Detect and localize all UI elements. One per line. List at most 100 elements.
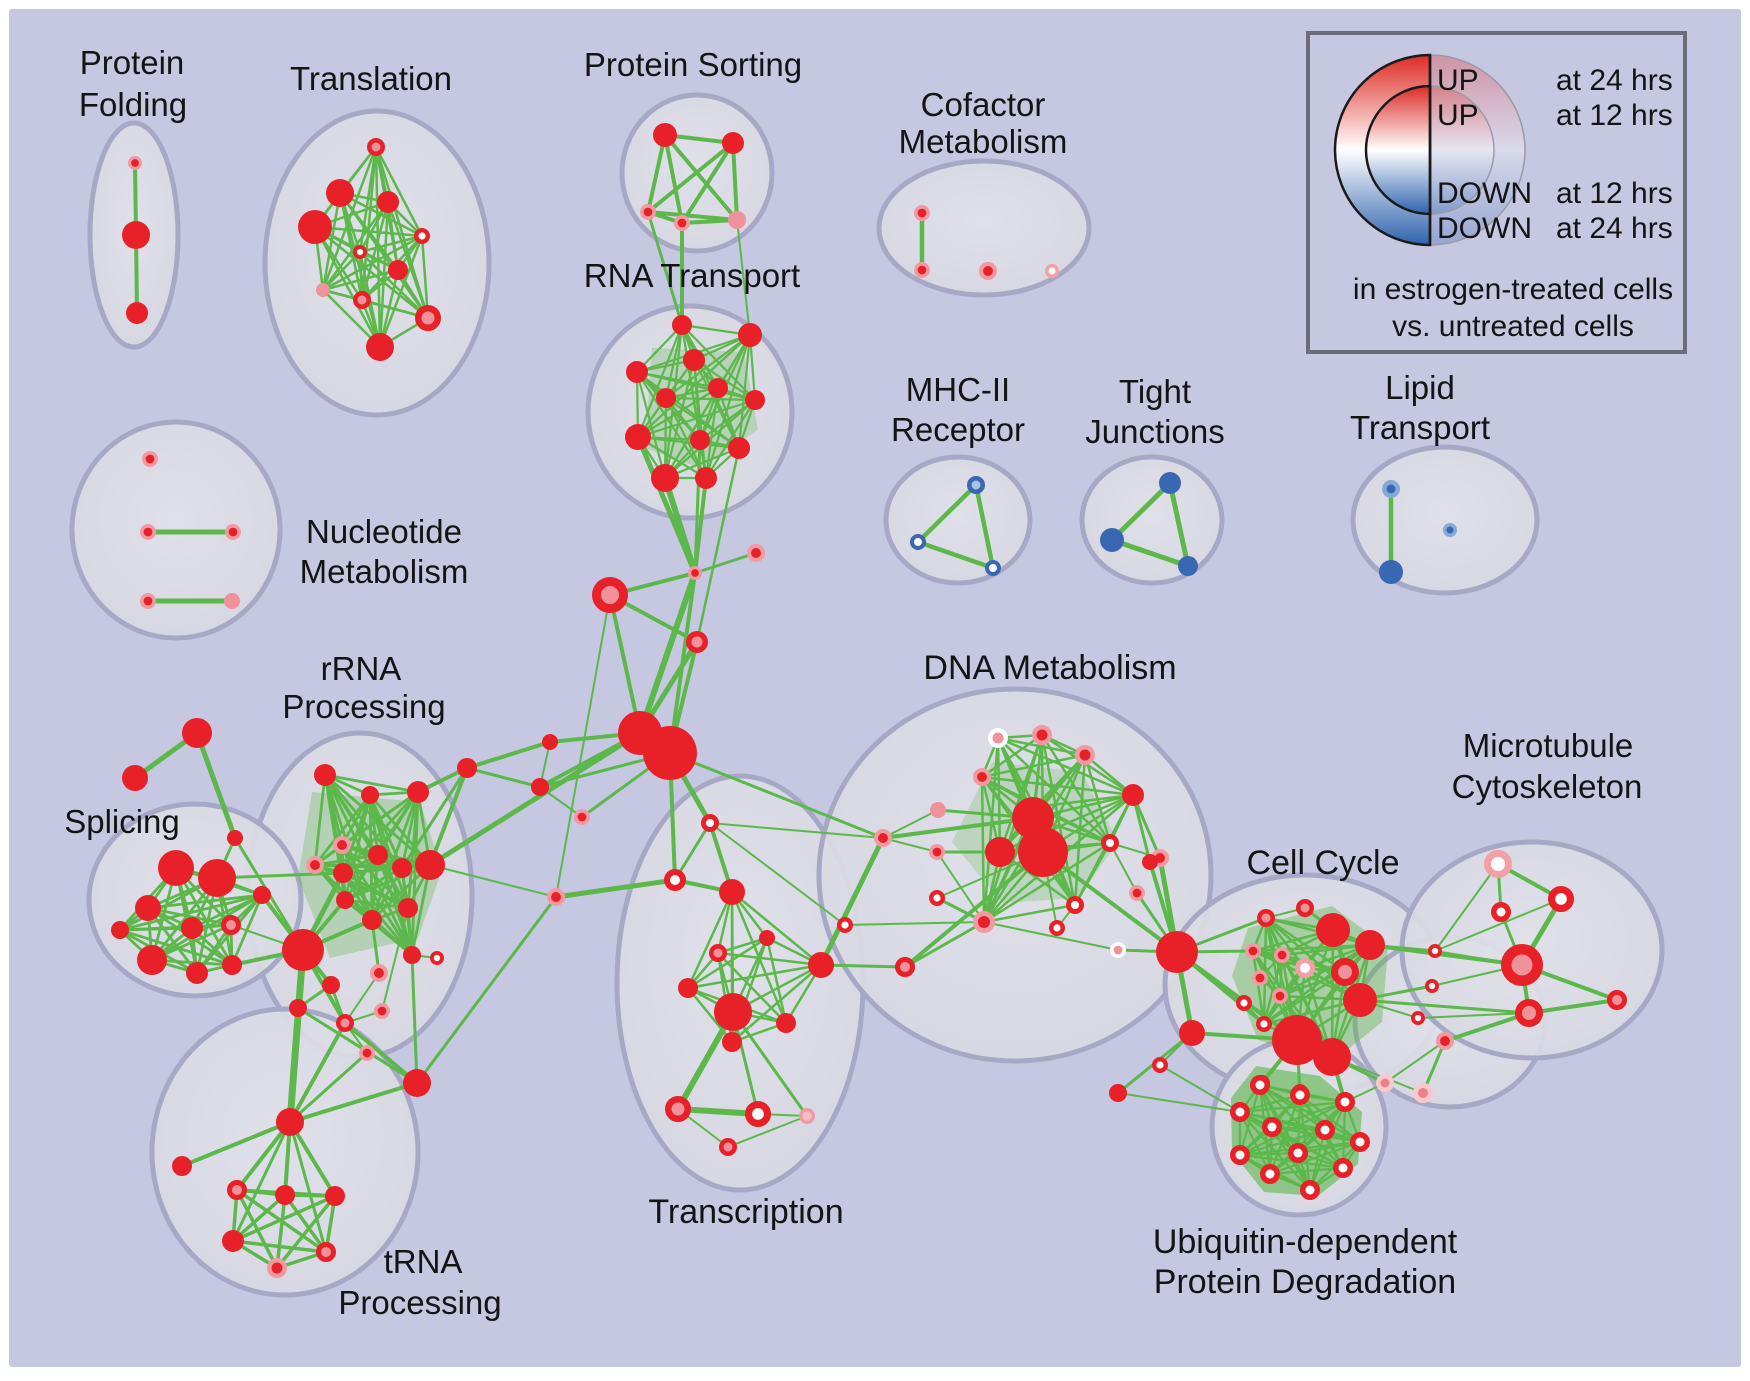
node-cch: [1156, 931, 1198, 973]
edge: [663, 133, 684, 225]
node-tx11: [722, 1032, 742, 1052]
edge: [980, 753, 1087, 779]
edge: [1298, 1093, 1312, 1192]
node-cc19: [1151, 1056, 1168, 1073]
node-t10: [415, 305, 441, 331]
edge: [882, 809, 939, 839]
edge: [704, 386, 720, 480]
node-rr6: [333, 863, 353, 883]
edge: [882, 837, 938, 853]
edge: [343, 863, 432, 902]
edge: [686, 986, 734, 1044]
legend-direction-label: DOWN: [1437, 177, 1532, 210]
edge: [980, 775, 1135, 797]
cluster-label-rrna-processing: Processing: [282, 688, 445, 725]
node-d23: [895, 957, 915, 977]
node-ce1: [1436, 1032, 1455, 1051]
edge: [915, 539, 996, 571]
edge: [180, 1120, 292, 1168]
edge: [465, 766, 542, 789]
edge: [1527, 998, 1619, 1015]
edge: [1117, 1092, 1241, 1113]
node-cc12: [1355, 930, 1385, 960]
edge: [343, 898, 410, 910]
edge: [716, 951, 823, 967]
node-d20: [1142, 854, 1158, 870]
edge: [646, 141, 735, 214]
node-x4: [686, 631, 708, 653]
node-cc22: [1413, 1083, 1433, 1103]
edge: [358, 234, 424, 254]
edge: [1296, 1140, 1362, 1155]
node-sp6: [137, 945, 167, 975]
edge: [231, 1194, 337, 1243]
edge: [709, 822, 846, 926]
edges: [118, 133, 1619, 1270]
node-w1: [547, 888, 566, 907]
edge: [370, 866, 404, 922]
node-d1: [988, 728, 1008, 748]
edge: [1041, 850, 1179, 954]
cluster-ellipse-lipid-transport: [1350, 444, 1540, 596]
edge: [996, 736, 1135, 797]
cluster-label-microtubule-cytoskeleton: Microtubule: [1463, 727, 1634, 764]
edge: [231, 1239, 328, 1254]
edge: [553, 877, 678, 900]
node-d10: [985, 837, 1015, 867]
node-rr1: [314, 764, 336, 786]
node-mt5: [1515, 999, 1543, 1027]
edge: [215, 871, 345, 880]
node-ps5: [728, 211, 746, 229]
cluster-label-tight-junctions: Tight: [1119, 373, 1191, 410]
node-cc21: [1376, 1074, 1394, 1092]
node-t11: [366, 333, 394, 361]
edge: [288, 1021, 347, 1124]
edge: [368, 793, 432, 867]
node-tn5: [316, 1242, 336, 1262]
node-rr2: [361, 786, 379, 804]
edge: [429, 864, 557, 898]
node-b4: [573, 808, 590, 825]
edge: [1443, 1011, 1531, 1043]
node-nm3: [225, 523, 242, 540]
cluster-ellipse-mhc-ii-receptor: [883, 454, 1033, 586]
node-sp7: [186, 962, 208, 984]
node-tx2: [664, 869, 687, 892]
cluster-label-cofactor-metabolism: Cofactor: [921, 86, 1046, 123]
edge: [343, 1021, 419, 1085]
edge: [727, 1115, 808, 1148]
node-tn3: [325, 1186, 345, 1206]
edge: [1033, 793, 1135, 809]
edge: [344, 972, 380, 1024]
node-rr4: [332, 836, 351, 855]
edge: [1268, 1166, 1345, 1176]
node-x3: [592, 577, 628, 613]
node-cc9: [1235, 995, 1252, 1012]
cluster-label-mhc-ii-receptor: MHC-II: [906, 371, 1010, 408]
node-tx6: [709, 944, 727, 962]
edge: [1278, 943, 1372, 998]
node-cc4: [1245, 942, 1262, 959]
node-sp8: [222, 955, 242, 975]
edge: [1131, 793, 1152, 864]
cluster-label-nucleotide-metabolism: Metabolism: [300, 553, 469, 590]
node-x1: [688, 566, 703, 581]
edge: [635, 370, 667, 480]
cluster-label-trna-processing: Processing: [338, 1284, 501, 1321]
node-b2: [542, 734, 558, 750]
node-pf2: [122, 221, 150, 249]
legend-footer-text: in estrogen-treated cells: [1353, 273, 1673, 306]
node-sp3: [135, 895, 161, 921]
node-tx4: [719, 879, 745, 905]
edge: [118, 893, 264, 932]
edge: [730, 890, 823, 967]
node-cf4: [1045, 264, 1059, 278]
edge: [668, 751, 885, 840]
edge: [1238, 1110, 1362, 1144]
node-tn4: [222, 1230, 244, 1252]
node-d5: [930, 802, 946, 818]
edge: [1109, 480, 1173, 543]
legend-time-label: at 24 hrs: [1556, 64, 1673, 97]
node-mtc3: [1411, 1010, 1426, 1025]
cluster-label-lipid-transport: Transport: [1350, 409, 1490, 446]
